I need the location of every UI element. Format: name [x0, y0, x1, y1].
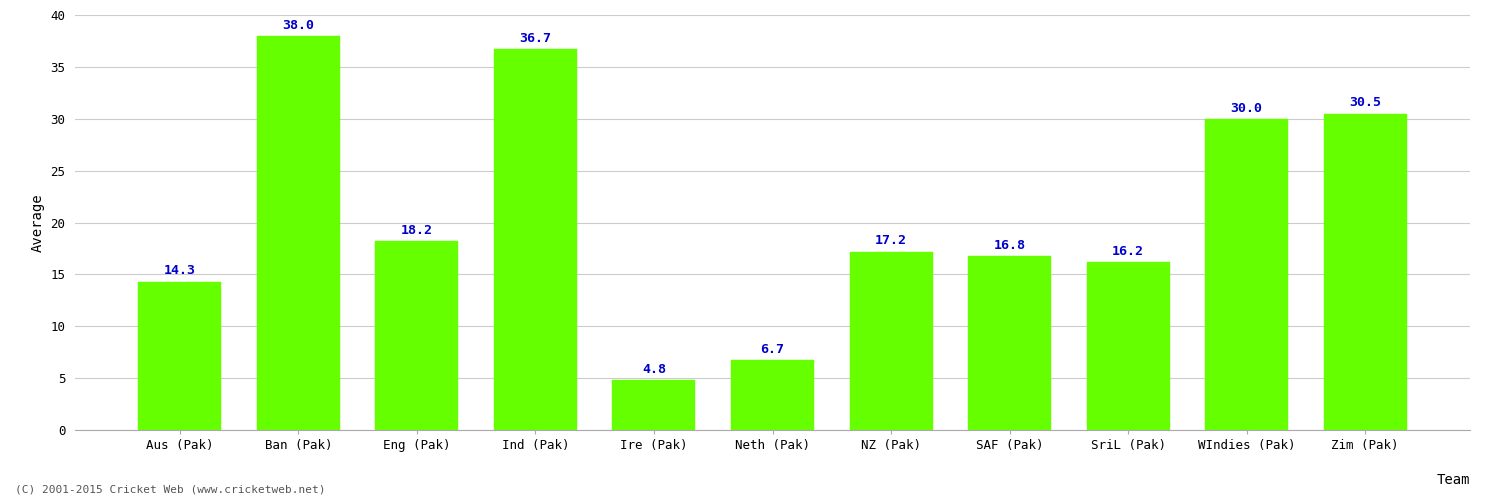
Text: 16.2: 16.2 — [1112, 245, 1144, 258]
Bar — [1323, 114, 1407, 430]
Bar — [494, 49, 578, 430]
Text: 17.2: 17.2 — [874, 234, 908, 248]
Bar — [612, 380, 696, 430]
Y-axis label: Average: Average — [30, 193, 45, 252]
Text: 30.5: 30.5 — [1348, 96, 1382, 110]
Text: Team: Team — [1437, 472, 1470, 486]
Bar — [256, 36, 340, 430]
Bar — [375, 241, 459, 430]
Text: 38.0: 38.0 — [282, 18, 315, 32]
Bar — [138, 282, 222, 430]
Bar — [730, 360, 815, 430]
Text: 6.7: 6.7 — [760, 344, 784, 356]
Text: 16.8: 16.8 — [993, 238, 1026, 252]
Bar — [968, 256, 1052, 430]
Text: 18.2: 18.2 — [400, 224, 433, 237]
Text: (C) 2001-2015 Cricket Web (www.cricketweb.net): (C) 2001-2015 Cricket Web (www.cricketwe… — [15, 485, 326, 495]
Text: 30.0: 30.0 — [1230, 102, 1263, 114]
Text: 14.3: 14.3 — [164, 264, 196, 278]
Bar — [849, 252, 933, 430]
Bar — [1086, 262, 1170, 430]
Text: 36.7: 36.7 — [519, 32, 552, 45]
Text: 4.8: 4.8 — [642, 363, 666, 376]
Bar — [1204, 118, 1288, 430]
